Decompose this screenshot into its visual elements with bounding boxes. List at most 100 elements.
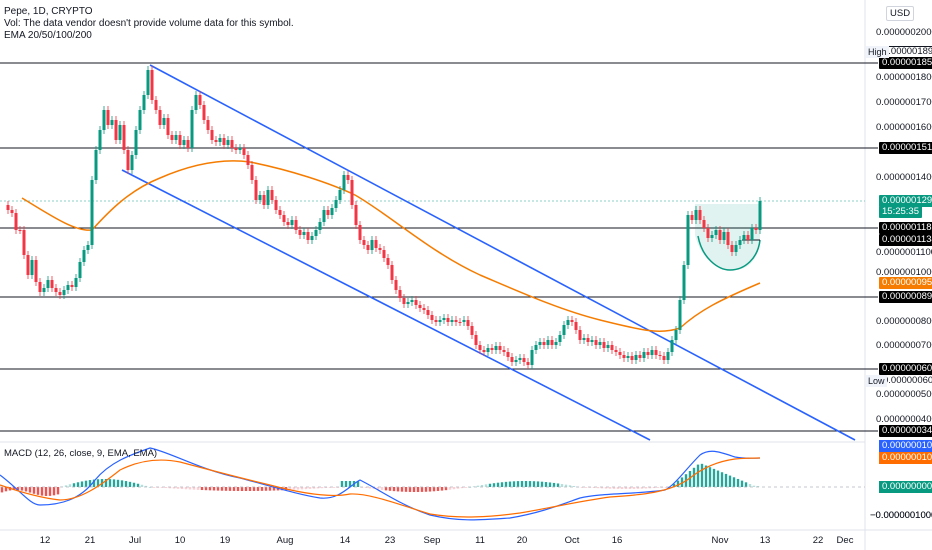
candle-body: [142, 95, 146, 110]
candle-body: [26, 255, 30, 275]
macd-histogram-bar: [208, 487, 212, 491]
price-tick-label: 0.0000000700: [876, 340, 932, 351]
level-badge-r3: 0.0000011855: [879, 222, 932, 234]
macd-histogram-bar: [32, 487, 36, 494]
candle-body: [658, 355, 662, 356]
macd-histogram-bar: [524, 481, 528, 487]
macd-histogram-bar: [268, 487, 272, 491]
macd-histogram-bar: [316, 487, 320, 489]
candle-body: [466, 320, 470, 326]
macd-histogram-bar: [20, 487, 24, 491]
macd-histogram-bar: [496, 482, 500, 487]
candle-body: [406, 302, 410, 304]
candle-body: [414, 300, 418, 305]
candle-body: [686, 215, 690, 265]
time-tick-label: 20: [516, 535, 528, 546]
candle-body: [190, 110, 194, 148]
symbol-legend[interactable]: Pepe, 1D, CRYPTO: [4, 6, 93, 17]
candle-body: [306, 232, 310, 240]
candle-body: [574, 322, 578, 330]
time-tick-label: Jul: [128, 535, 142, 546]
macd-histogram-bar: [564, 484, 568, 487]
candle-body: [570, 320, 574, 322]
macd-histogram-bar: [324, 487, 328, 488]
candle-body: [310, 236, 314, 240]
candle-body: [754, 228, 758, 230]
macd-histogram-bar: [224, 487, 228, 491]
candle-body: [194, 95, 198, 110]
descending-channel[interactable]: [121, 64, 856, 441]
candle-body: [50, 280, 54, 288]
time-tick-label: 14: [339, 535, 351, 546]
macd-histogram-bar: [0, 487, 4, 493]
macd-histogram-bar: [744, 482, 748, 487]
macd-histogram-bar: [4, 487, 8, 492]
macd-histogram-bar: [388, 487, 392, 491]
macd-histogram-bar: [40, 487, 44, 496]
candle-body: [458, 322, 462, 323]
macd-histogram-bar: [64, 485, 68, 487]
macd-legend[interactable]: MACD (12, 26, close, 9, EMA, EMA): [4, 448, 158, 459]
candle-body: [714, 230, 718, 235]
macd-histogram-bar: [356, 481, 360, 487]
candle-body: [490, 348, 494, 350]
macd-histogram-bar: [672, 483, 676, 487]
macd-histogram-bar: [652, 487, 656, 489]
macd-histogram-bar: [720, 472, 724, 487]
macd-histogram-bar: [28, 487, 32, 493]
candle-body: [450, 320, 454, 322]
candle-body: [130, 155, 134, 170]
macd-tick-label: −0.0000001000: [870, 510, 932, 521]
candle-body: [270, 190, 274, 200]
candle-body: [594, 340, 598, 345]
macd-histogram-bar: [184, 487, 188, 490]
macd-histogram-bar: [260, 487, 264, 491]
candle-body: [374, 240, 378, 248]
candle-body: [690, 215, 694, 220]
candle-body: [722, 232, 726, 240]
currency-label[interactable]: USD: [886, 6, 915, 21]
candle-body: [742, 235, 746, 240]
candle-body: [486, 348, 490, 352]
candle-body: [738, 240, 742, 245]
candle-body: [614, 350, 618, 352]
macd-histogram-bar: [676, 480, 680, 487]
ema-legend[interactable]: EMA 20/50/100/200: [4, 30, 92, 41]
macd-histogram-bar: [136, 483, 140, 487]
macd-histogram-bar: [696, 464, 700, 487]
candle-body: [110, 120, 114, 125]
macd-histogram-bar: [512, 481, 516, 487]
macd-histogram-bar: [400, 487, 404, 492]
macd-histogram-bar: [164, 487, 168, 489]
candle-body: [430, 315, 434, 320]
macd-histogram-bar: [300, 487, 304, 490]
macd-histogram-bar: [416, 487, 420, 492]
macd-histogram-bar: [296, 487, 300, 490]
candle-body: [666, 352, 670, 360]
macd-histogram-bar: [140, 484, 144, 487]
candle-body: [522, 358, 526, 362]
candle-body: [506, 352, 510, 357]
candle-body: [314, 230, 318, 236]
time-tick-label: 19: [219, 535, 231, 546]
macd-histogram-bar: [68, 484, 72, 487]
macd-histogram-bar: [740, 480, 744, 487]
macd-histogram-bar: [596, 487, 600, 489]
level-badge-r4: 0.0000011347: [879, 234, 932, 246]
candle-body: [670, 340, 674, 352]
macd-histogram-bar: [492, 483, 496, 487]
candle-body: [702, 220, 706, 228]
macd-histogram-bar: [272, 487, 276, 491]
ema-line: [21, 160, 761, 332]
macd-histogram-bar: [520, 481, 524, 487]
candle-body: [498, 346, 502, 350]
candle-body: [678, 300, 682, 330]
candle-body: [218, 138, 222, 142]
candle-body: [70, 285, 74, 287]
macd-histogram-bar: [640, 487, 644, 489]
candle-body: [278, 210, 282, 215]
macd-histogram-bar: [96, 479, 100, 487]
candle-body: [42, 288, 46, 292]
